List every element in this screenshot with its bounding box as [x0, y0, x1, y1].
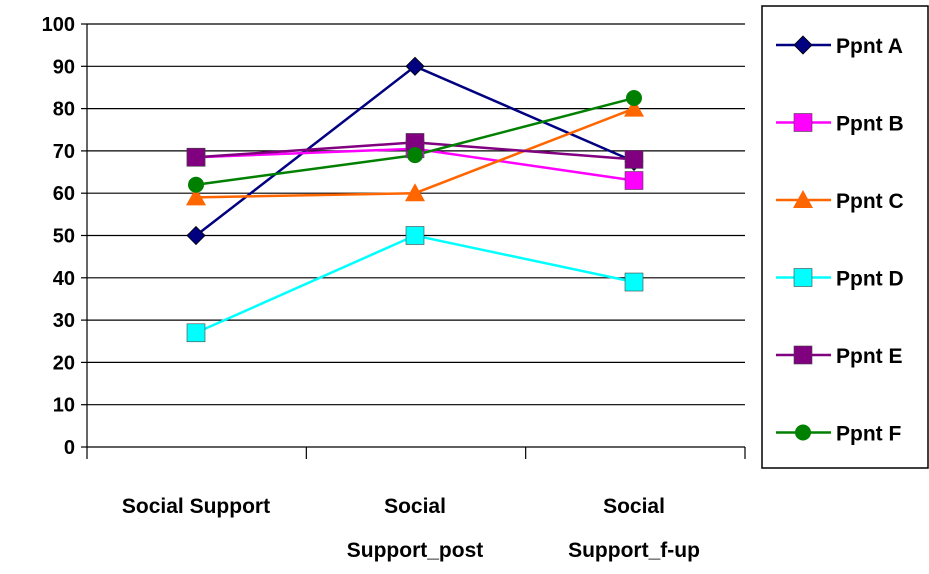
- data-point-ppnt-c: [624, 98, 644, 117]
- data-point-ppnt-c: [405, 183, 425, 202]
- y-tick-label: 0: [64, 437, 75, 459]
- legend-label-ppnt-d: Ppnt D: [836, 268, 904, 291]
- data-point-ppnt-f: [626, 90, 642, 107]
- legend-marker-ppnt-a: [793, 35, 813, 55]
- data-point-ppnt-c: [186, 187, 206, 206]
- x-category-label: Social Support_post: [347, 495, 484, 562]
- y-axis-ticks: 0 10 20 30 40 50 60 70 80 90 100: [42, 14, 87, 459]
- data-point-ppnt-f: [188, 176, 204, 193]
- x-category-label-line: Social: [603, 495, 665, 518]
- legend-box: [761, 5, 929, 469]
- series-markers: [186, 56, 644, 343]
- data-point-ppnt-a: [405, 56, 425, 76]
- x-category-label-line: Social: [384, 495, 446, 518]
- data-point-ppnt-e: [624, 150, 644, 169]
- data-point-ppnt-d: [186, 323, 206, 343]
- x-category-label-line: Social Support: [122, 495, 270, 518]
- x-category-label: Social Support_f-up: [568, 495, 700, 562]
- legend-marker-ppnt-b: [793, 113, 813, 132]
- y-tick-label: 10: [53, 395, 75, 417]
- y-tick-label: 100: [42, 14, 75, 36]
- legend-marker-ppnt-f: [795, 424, 811, 441]
- y-tick-label: 90: [53, 56, 75, 78]
- legend-label-ppnt-f: Ppnt F: [836, 423, 901, 446]
- gridlines: [87, 23, 745, 406]
- y-tick-label: 80: [53, 99, 75, 121]
- data-point-ppnt-f: [407, 147, 423, 164]
- legend-marker-ppnt-d: [793, 268, 813, 287]
- legend-marker-ppnt-c: [793, 190, 813, 208]
- legend-label-ppnt-a: Ppnt A: [836, 35, 903, 58]
- y-tick-label: 30: [53, 310, 75, 332]
- data-point-ppnt-a: [186, 225, 206, 246]
- x-category-label-line: Support_post: [347, 539, 484, 562]
- legend-label-ppnt-e: Ppnt E: [836, 345, 903, 368]
- x-category-label-line: Support_f-up: [568, 539, 700, 562]
- data-point-ppnt-d: [405, 226, 425, 245]
- y-tick-label: 50: [53, 226, 75, 248]
- y-tick-label: 40: [53, 268, 75, 290]
- y-tick-label: 70: [53, 141, 75, 163]
- x-category-label: Social Support: [122, 495, 270, 518]
- y-tick-label: 60: [53, 183, 75, 205]
- data-point-ppnt-b: [624, 171, 644, 190]
- legend: Ppnt A Ppnt B Ppnt C Ppnt D Ppnt E Ppnt F: [776, 35, 904, 446]
- legend-label-ppnt-b: Ppnt B: [836, 113, 904, 136]
- data-point-ppnt-d: [624, 272, 644, 292]
- legend-label-ppnt-c: Ppnt C: [836, 190, 904, 213]
- y-tick-label: 20: [53, 352, 75, 374]
- legend-marker-ppnt-e: [793, 345, 813, 365]
- series-line-ppnt-d: [195, 234, 635, 334]
- data-point-ppnt-e: [186, 147, 206, 167]
- x-axis-categories: Social Support Social Support_post Social Su…: [122, 495, 700, 562]
